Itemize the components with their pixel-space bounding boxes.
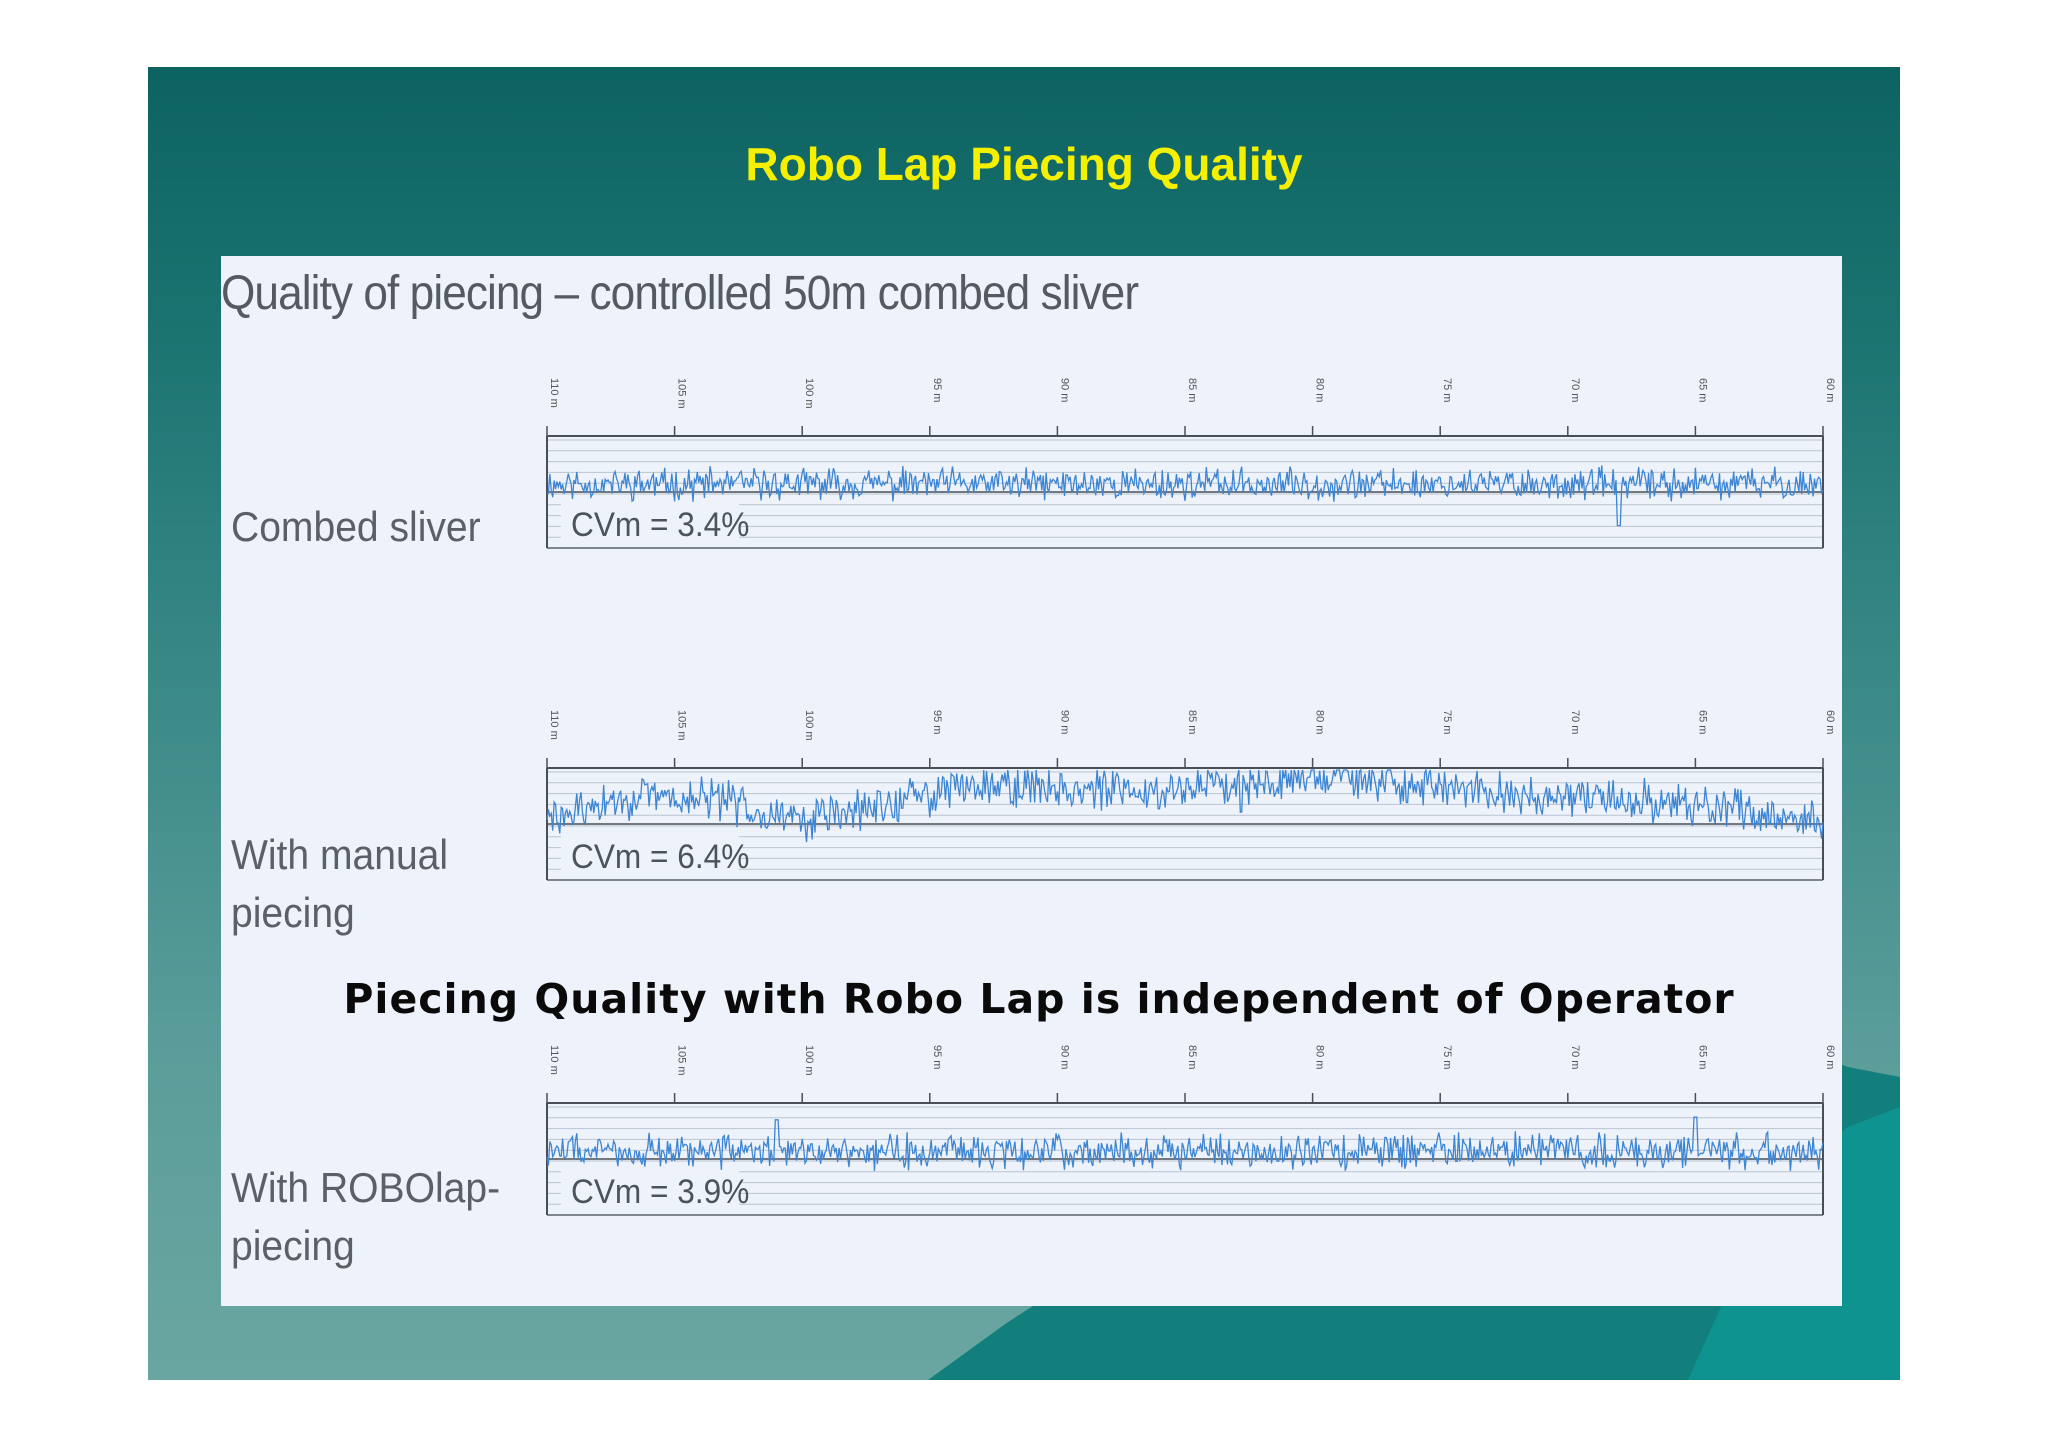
annotation-box [561,504,739,544]
annotation-box [561,1171,739,1211]
evenness-chart-manual-piecing: 110 m 105 m 100 m 95 m 90 m 85 m 80 m 75 m 70 m 6… [546,710,1836,881]
x-tick-label: 60 m [1824,710,1836,734]
x-tick-label: 100 m [803,710,815,741]
row-label-line: With manual [231,831,449,878]
x-tick-label: 105 m [676,378,688,409]
x-tick-label: 100 m [803,1045,815,1076]
x-tick-label: 70 m [1569,378,1581,402]
x-tick-label: 105 m [676,710,688,741]
cvm-annotation: CVm = 6.4% [571,837,749,875]
x-tick-label: 110 m [548,1045,560,1075]
signal-trace [546,465,1824,527]
evenness-chart-combed-sliver: 110 m 105 m 100 m 95 m 90 m 85 m 80 m 75 m 70 m 6… [546,378,1836,549]
x-tick-label: 95 m [931,710,943,734]
x-tick-label: 70 m [1569,1045,1581,1069]
signal-trace [546,1116,1824,1172]
x-tick-label: 60 m [1824,1045,1836,1069]
x-tick-label: 70 m [1569,710,1581,734]
x-tick-label: 80 m [1314,710,1326,734]
slide-title: Robo Lap Piecing Quality [745,138,1303,190]
x-tick-label: 85 m [1186,378,1198,402]
slide-caption: Piecing Quality with Robo Lap is indepen… [343,975,1735,1023]
x-tick-label: 65 m [1696,378,1708,402]
row-label-manual-piecing: With manual piecing [231,826,448,942]
row-label-line: Combed sliver [231,503,481,550]
x-tick-label: 90 m [1058,378,1070,402]
x-tick-label: 65 m [1696,710,1708,734]
row-label-line: piecing [231,889,355,936]
x-tick-label: 60 m [1824,378,1836,402]
signal-trace [546,767,1824,843]
x-tick-label: 90 m [1058,710,1070,734]
figure-panel: Quality of piecing – controlled 50m comb… [221,256,1842,1306]
x-tick-label: 80 m [1314,1045,1326,1069]
x-tick-label: 85 m [1186,1045,1198,1069]
x-tick-label: 75 m [1441,378,1453,402]
x-tick-label: 110 m [548,710,560,740]
x-tick-label: 105 m [676,1045,688,1076]
x-tick-label: 90 m [1058,1045,1070,1069]
cvm-annotation: CVm = 3.4% [571,505,749,543]
x-tick-label: 100 m [803,378,815,409]
slide: Robo Lap Piecing Quality Quality of piec… [148,67,1900,1380]
evenness-chart-robolap-piecing: 110 m 105 m 100 m 95 m 90 m 85 m 80 m 75 m 70 m 6… [546,1045,1836,1216]
x-tick-label: 95 m [931,1045,943,1069]
row-label-line: piecing [231,1222,355,1269]
x-tick-label: 80 m [1314,378,1326,402]
row-label-combed-sliver: Combed sliver [231,498,481,556]
row-label-line: With ROBOlap- [231,1164,501,1211]
row-label-robolap-piecing: With ROBOlap- piecing [231,1159,500,1275]
x-tick-label: 75 m [1441,710,1453,734]
annotation-box [561,836,739,876]
x-tick-label: 110 m [548,378,560,408]
figure-title: Quality of piecing – controlled 50m comb… [221,267,1139,320]
x-tick-label: 65 m [1696,1045,1708,1069]
cvm-annotation: CVm = 3.9% [571,1172,749,1210]
x-tick-label: 85 m [1186,710,1198,734]
x-tick-label: 95 m [931,378,943,402]
x-tick-label: 75 m [1441,1045,1453,1069]
